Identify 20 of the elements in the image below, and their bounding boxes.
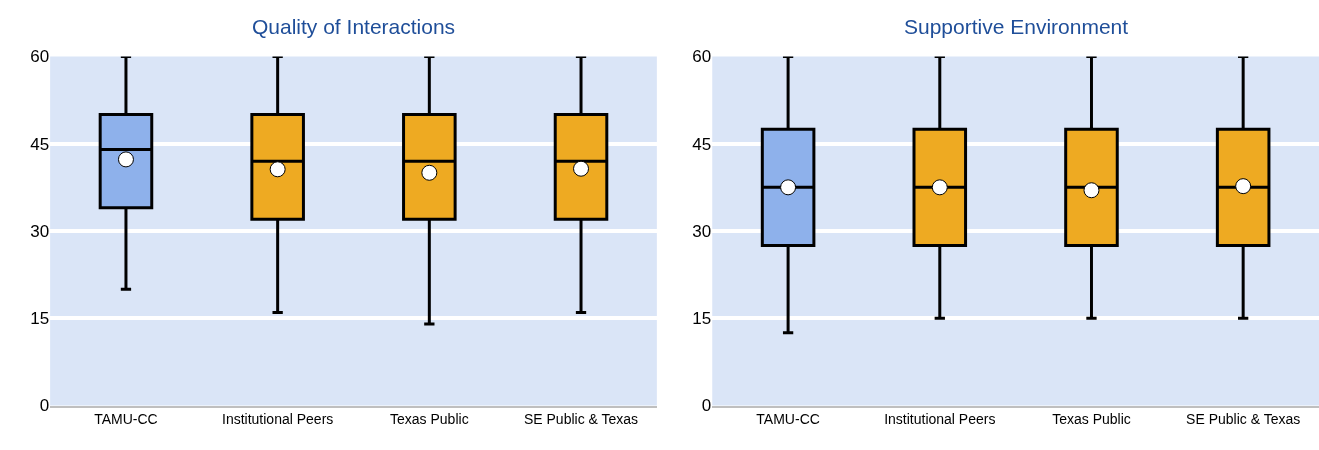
- x-tick-label: TAMU-CC: [94, 411, 158, 428]
- y-tick-label: 60: [30, 47, 50, 67]
- x-tick-label: Texas Public: [1052, 411, 1131, 428]
- x-tick-label: SE Public & Texas: [1186, 411, 1301, 428]
- chart-title: Quality of Interactions: [252, 15, 456, 38]
- y-tick-label: 30: [30, 221, 50, 241]
- y-tick-label: 60: [692, 47, 712, 67]
- x-tick-label: Institutional Peers: [884, 411, 996, 428]
- y-tick-label: 30: [692, 221, 712, 241]
- y-tick-label: 15: [30, 309, 50, 329]
- y-tick-label: 0: [39, 396, 50, 416]
- chart-title: Supportive Environment: [904, 15, 1129, 38]
- x-tick-label: SE Public & Texas: [523, 411, 639, 428]
- x-tick-label: TAMU-CC: [756, 411, 820, 428]
- x-tick-label: Institutional Peers: [222, 411, 334, 428]
- x-tick-label: Texas Public: [390, 411, 469, 428]
- y-tick-label: 45: [692, 134, 712, 154]
- y-tick-label: 0: [701, 396, 712, 416]
- y-tick-label: 45: [30, 134, 50, 154]
- y-tick-label: 15: [692, 309, 712, 329]
